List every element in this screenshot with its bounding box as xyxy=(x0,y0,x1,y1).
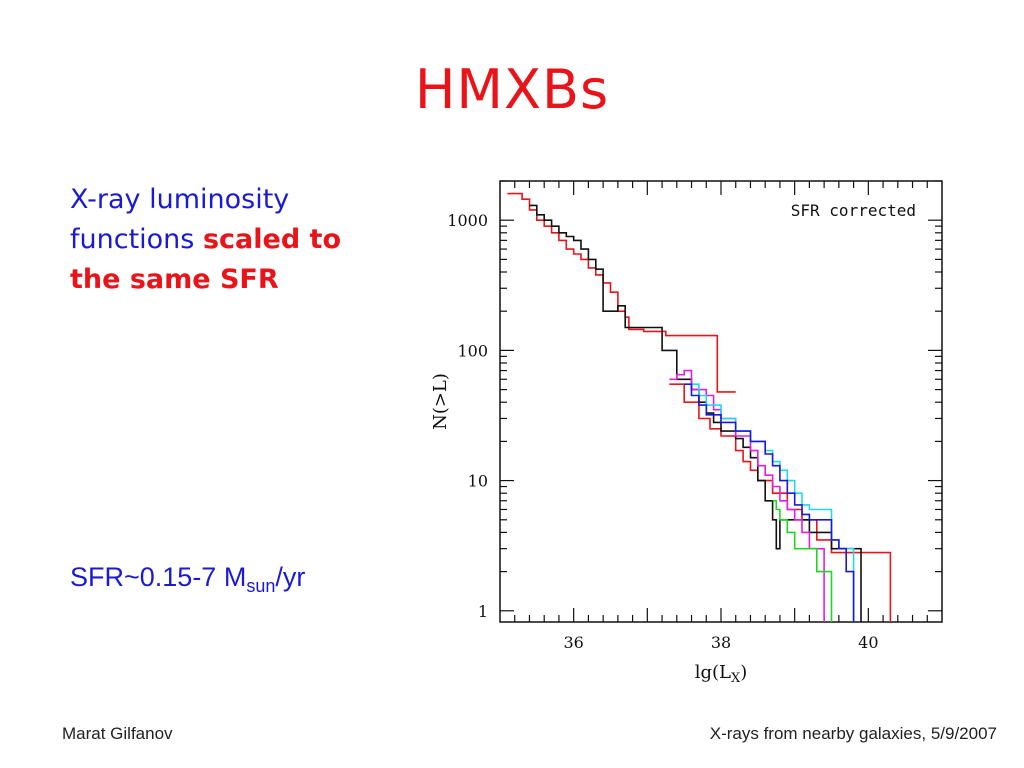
sfr-range: SFR~0.15-7 Msun/yr xyxy=(70,562,305,597)
sfr-tail: /yr xyxy=(275,562,306,592)
desc-line-2: functions scaled to xyxy=(70,220,400,260)
x-axis-label-end: ) xyxy=(740,662,747,683)
y-tick-label: 100 xyxy=(457,341,488,360)
y-axis-label: N(>L) xyxy=(430,373,451,430)
series-line-magenta-3 xyxy=(669,369,825,622)
slide-title: HMXBs xyxy=(414,58,610,121)
y-tick-label: 1 xyxy=(478,602,488,621)
sfr-sub: sun xyxy=(246,576,276,596)
desc-line-3: the same SFR xyxy=(70,264,279,295)
axis-ticks: 36 38 40 1 10 100 1000 xyxy=(447,180,942,652)
y-tick-label: 1000 xyxy=(447,211,488,230)
x-tick-label: 38 xyxy=(711,633,731,652)
series-group xyxy=(507,192,892,622)
series-line-red-0 xyxy=(507,192,736,393)
x-tick-label: 40 xyxy=(858,633,878,652)
chart-annotation: SFR corrected xyxy=(791,201,916,220)
sfr-main: SFR~0.15-7 M xyxy=(70,562,247,592)
series-line-black-2 xyxy=(529,204,862,622)
series-line-green-4 xyxy=(772,500,833,622)
x-axis-label-main: lg(L xyxy=(695,662,731,683)
footer-author: Marat Gilfanov xyxy=(62,724,173,743)
series-line-blue-6 xyxy=(684,383,855,622)
desc-line-2b: scaled to xyxy=(202,224,341,255)
footer-event: X-rays from nearby galaxies, 5/9/2007 xyxy=(709,724,997,743)
x-tick-label: 36 xyxy=(563,633,583,652)
desc-line-2a: functions xyxy=(70,224,203,255)
desc-line-1: X-ray luminosity xyxy=(70,184,290,215)
description: X-ray luminosity functions scaled to the… xyxy=(70,180,400,300)
x-axis-label-sub: X xyxy=(731,671,741,686)
y-tick-label: 10 xyxy=(468,472,488,491)
x-axis-label: lg(LX) xyxy=(695,662,748,686)
series-line-red-1 xyxy=(669,383,892,622)
